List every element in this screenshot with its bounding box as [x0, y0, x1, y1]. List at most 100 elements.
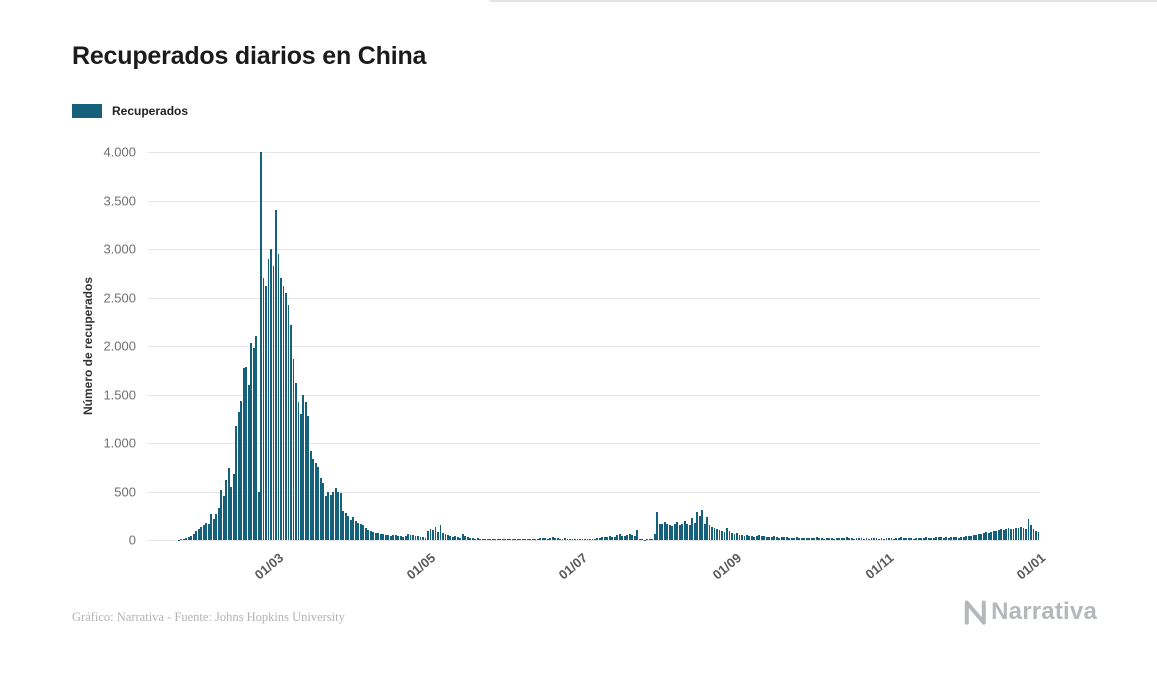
bar — [621, 535, 624, 540]
bar — [698, 515, 701, 540]
bar — [850, 538, 853, 540]
bar — [603, 537, 606, 540]
bar — [985, 532, 988, 540]
bar — [855, 538, 858, 540]
bar — [551, 537, 554, 540]
bar — [668, 525, 671, 540]
bar — [257, 491, 260, 540]
bar — [419, 536, 422, 540]
bar — [486, 539, 489, 540]
bar — [399, 536, 402, 540]
bar — [930, 538, 933, 540]
bar — [840, 538, 843, 540]
bar — [217, 508, 220, 540]
bar — [265, 285, 267, 540]
bar — [952, 536, 955, 540]
bar — [347, 515, 350, 540]
bar — [716, 529, 718, 540]
bar — [960, 537, 963, 540]
bar — [741, 535, 743, 540]
y-tick-label: 500 — [114, 484, 136, 499]
bar — [863, 538, 865, 540]
bar — [995, 530, 998, 540]
bar — [252, 347, 255, 540]
bar — [299, 413, 302, 540]
bar — [793, 537, 796, 540]
bar — [713, 528, 716, 540]
bar — [638, 538, 641, 540]
bar — [865, 538, 868, 540]
bar — [337, 491, 340, 540]
bar — [848, 537, 851, 540]
bar — [830, 538, 833, 540]
bar — [758, 535, 761, 540]
top-border-line — [490, 0, 1157, 2]
bar — [922, 537, 925, 540]
bar — [342, 510, 345, 540]
bar — [484, 538, 487, 540]
bar — [1002, 529, 1005, 540]
bar — [833, 538, 836, 540]
bar — [1015, 527, 1017, 540]
bar — [581, 538, 584, 540]
bar — [676, 522, 679, 540]
bar — [449, 535, 452, 540]
y-tick-label: 0 — [128, 532, 136, 548]
bar — [623, 536, 626, 540]
bar — [359, 524, 362, 540]
bar — [544, 538, 547, 540]
bar — [461, 534, 464, 540]
bar — [536, 538, 539, 540]
bar — [576, 539, 579, 540]
bar — [367, 530, 370, 540]
bar — [1005, 528, 1007, 540]
bar — [780, 537, 783, 540]
bar — [897, 537, 900, 540]
bar — [997, 530, 1000, 540]
bar — [900, 537, 903, 540]
bar — [392, 535, 395, 540]
bar — [723, 531, 726, 540]
bar — [678, 525, 681, 540]
bar — [357, 522, 360, 540]
bar — [277, 253, 280, 540]
bar — [778, 537, 781, 540]
bar — [743, 535, 746, 540]
bar — [237, 411, 240, 540]
gridline — [148, 540, 1040, 541]
y-tick-label: 4.000 — [103, 144, 136, 160]
bar — [479, 538, 482, 540]
y-tick-label: 1.500 — [103, 387, 136, 402]
bar — [496, 539, 499, 540]
bar — [975, 534, 978, 540]
bar — [965, 536, 968, 540]
bar — [397, 535, 400, 540]
bar — [222, 496, 225, 540]
y-tick-label: 1.000 — [103, 435, 136, 451]
bar — [442, 533, 444, 540]
bar — [501, 539, 504, 540]
bar — [1037, 532, 1040, 540]
bar — [1035, 531, 1037, 540]
bar — [499, 539, 502, 540]
bar — [262, 278, 265, 540]
bar — [962, 536, 965, 540]
bar — [708, 525, 711, 540]
bar — [656, 511, 659, 540]
bar — [414, 535, 417, 540]
bar — [529, 538, 532, 540]
bar — [902, 537, 905, 540]
bar — [880, 538, 883, 540]
bar — [554, 537, 556, 540]
bar — [569, 538, 571, 540]
bar — [1007, 528, 1010, 540]
narrativa-logo-icon — [964, 600, 986, 625]
x-tick-label: 01/09 — [709, 550, 745, 583]
bar — [738, 534, 741, 540]
bar — [352, 516, 355, 540]
bar — [511, 539, 514, 540]
bar — [329, 495, 332, 540]
y-axis-title: Número de recuperados — [81, 276, 95, 416]
bar — [541, 537, 544, 540]
bar — [878, 538, 880, 540]
